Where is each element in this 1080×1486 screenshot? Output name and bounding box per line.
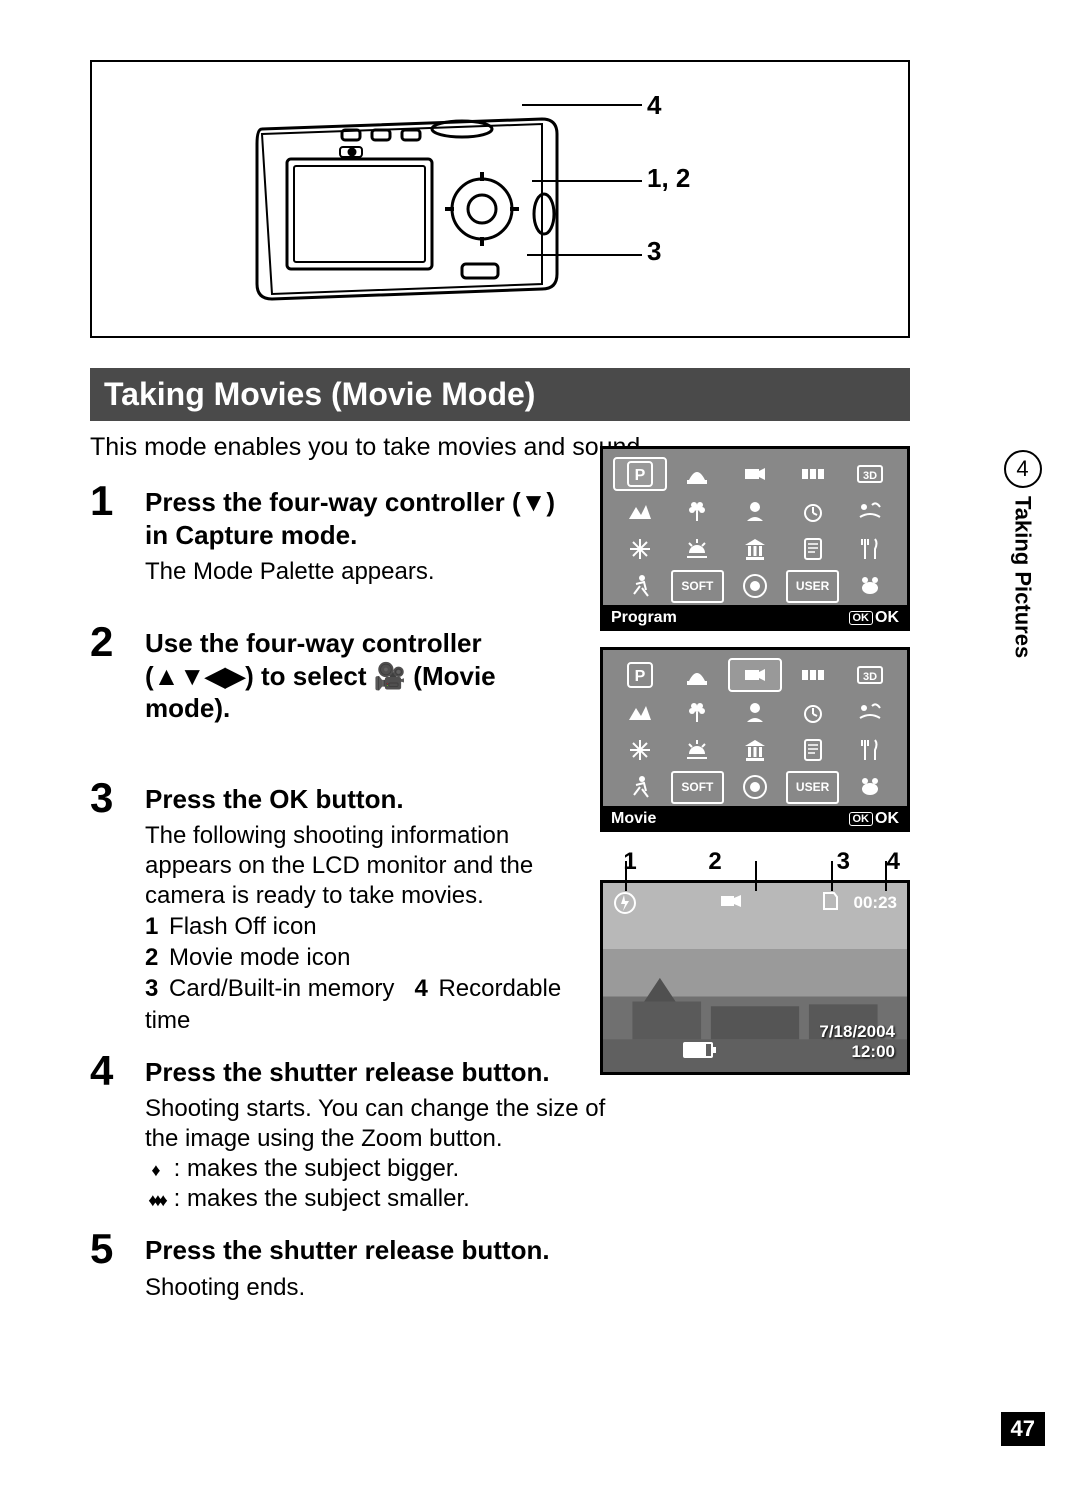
- mode-pano-icon: [786, 658, 840, 692]
- mode-selftimer-icon: [786, 696, 840, 730]
- mode-museum-icon: [728, 733, 782, 767]
- zoom-in-line: ♦ : makes the subject bigger.: [145, 1154, 645, 1184]
- palette-mode-name: Program: [611, 609, 677, 627]
- mode-user-icon: USER: [786, 570, 840, 604]
- palette-mode-name: Movie: [611, 810, 656, 828]
- mode-palette-movie: P 3D SOFT USER: [600, 647, 910, 832]
- step-number: 3: [90, 777, 145, 1036]
- mode-portrait-icon: [728, 696, 782, 730]
- mode-night-icon: [671, 658, 725, 692]
- zoom-out-icon: ♦♦♦: [145, 1189, 167, 1212]
- mode-beach-icon: [843, 495, 897, 529]
- mode-flower-icon: [671, 696, 725, 730]
- step-number: 2: [90, 621, 145, 731]
- lcd-date: 7/18/2004: [819, 1022, 895, 1042]
- mode-fireworks-icon: [728, 771, 782, 805]
- step-title: Press the four-way controller (▼) in Cap…: [145, 486, 575, 551]
- lcd-label-3: 3: [780, 848, 850, 876]
- mode-flower-icon: [671, 495, 725, 529]
- zoom-in-text: : makes the subject bigger.: [174, 1155, 460, 1182]
- step-number: 5: [90, 1228, 145, 1303]
- lcd-label-1: 1: [610, 848, 650, 876]
- mode-food-icon: [843, 532, 897, 566]
- mode-sunset-icon: [671, 733, 725, 767]
- flash-off-icon: [613, 891, 643, 920]
- camera-diagram: 4 1, 2 3: [90, 60, 910, 338]
- svg-text:P: P: [634, 467, 645, 484]
- mode-night-icon: [671, 457, 725, 491]
- mode-snow-icon: [613, 733, 667, 767]
- mode-museum-icon: [728, 532, 782, 566]
- lcd-datetime: 7/18/2004 12:00: [819, 1022, 895, 1062]
- svg-text:3D: 3D: [863, 671, 877, 683]
- mode-movie-icon: [728, 658, 782, 692]
- step-title: Press the OK button.: [145, 783, 585, 816]
- step-title: Use the four-way controller (▲▼◀▶) to se…: [145, 627, 575, 725]
- callout-12: 1, 2: [647, 163, 690, 194]
- mode-pet-icon: [843, 771, 897, 805]
- lcd-label-2: 2: [650, 848, 780, 876]
- callout-3: 3: [647, 236, 690, 267]
- mode-sunset-icon: [671, 532, 725, 566]
- mode-landscape-icon: [613, 696, 667, 730]
- step-desc: The following shooting information appea…: [145, 821, 585, 911]
- mode-fireworks-icon: [728, 570, 782, 604]
- step-number: 1: [90, 480, 145, 587]
- mode-program-icon: P: [613, 658, 667, 692]
- mode-portrait-icon: [728, 495, 782, 529]
- zoom-in-icon: ♦: [145, 1159, 167, 1182]
- step-desc: Shooting starts. You can change the size…: [145, 1094, 645, 1154]
- mode-sport-icon: [613, 771, 667, 805]
- svg-text:3D: 3D: [863, 470, 877, 482]
- zoom-out-line: ♦♦♦ : makes the subject smaller.: [145, 1184, 645, 1214]
- mode-soft-icon: SOFT: [671, 771, 725, 805]
- step-desc: The Mode Palette appears.: [145, 557, 575, 587]
- mode-text-icon: [786, 532, 840, 566]
- mode-selftimer-icon: [786, 495, 840, 529]
- mode-movie-icon: [728, 457, 782, 491]
- camera-line-art: [232, 84, 582, 314]
- mode-3d-icon: 3D: [843, 658, 897, 692]
- step-title: Press the shutter release button.: [145, 1234, 910, 1267]
- chapter-number-circle: 4: [1004, 450, 1042, 488]
- legend-2: Movie mode icon: [169, 944, 350, 971]
- step-number: 4: [90, 1050, 145, 1215]
- mode-soft-icon: SOFT: [671, 570, 725, 604]
- icon-legend: 1 Flash Off icon 2 Movie mode icon 3 Car…: [145, 911, 585, 1036]
- mode-beach-icon: [843, 696, 897, 730]
- step-5: 5 Press the shutter release button. Shoo…: [90, 1228, 910, 1303]
- lcd-preview: 00:23 7/18/2004 12:00: [600, 880, 910, 1075]
- mode-3d-icon: 3D: [843, 457, 897, 491]
- mode-program-icon: P: [613, 457, 667, 491]
- memory-icon: [819, 891, 841, 916]
- page-number: 47: [1001, 1412, 1045, 1446]
- palette-ok: OKOK: [849, 609, 900, 627]
- camera-callouts: 4 1, 2 3: [647, 90, 690, 309]
- mode-snow-icon: [613, 532, 667, 566]
- mode-user-icon: USER: [786, 771, 840, 805]
- lcd-label-4: 4: [850, 848, 900, 876]
- palette-ok: OKOK: [849, 810, 900, 828]
- section-header: Taking Movies (Movie Mode): [90, 368, 910, 421]
- mode-pano-icon: [786, 457, 840, 491]
- mode-pet-icon: [843, 570, 897, 604]
- zoom-out-text: : makes the subject smaller.: [174, 1185, 470, 1212]
- mode-landscape-icon: [613, 495, 667, 529]
- callout-4: 4: [647, 90, 690, 121]
- side-chapter-tab: 4 Taking Pictures: [1000, 450, 1045, 658]
- svg-text:P: P: [634, 668, 645, 685]
- chapter-title: Taking Pictures: [1010, 496, 1036, 658]
- mode-sport-icon: [613, 570, 667, 604]
- step-desc: Shooting ends.: [145, 1273, 910, 1303]
- legend-1: Flash Off icon: [169, 913, 317, 940]
- recordable-time: 00:23: [841, 891, 897, 913]
- step-title: Press the shutter release button.: [145, 1056, 645, 1089]
- movie-mode-icon: [716, 891, 746, 916]
- legend-3: Card/Built-in memory: [169, 975, 394, 1002]
- mode-text-icon: [786, 733, 840, 767]
- mode-palette-program: P 3D SOFT USER: [600, 446, 910, 631]
- battery-icon: [683, 1042, 713, 1058]
- mode-food-icon: [843, 733, 897, 767]
- lcd-time: 12:00: [819, 1042, 895, 1062]
